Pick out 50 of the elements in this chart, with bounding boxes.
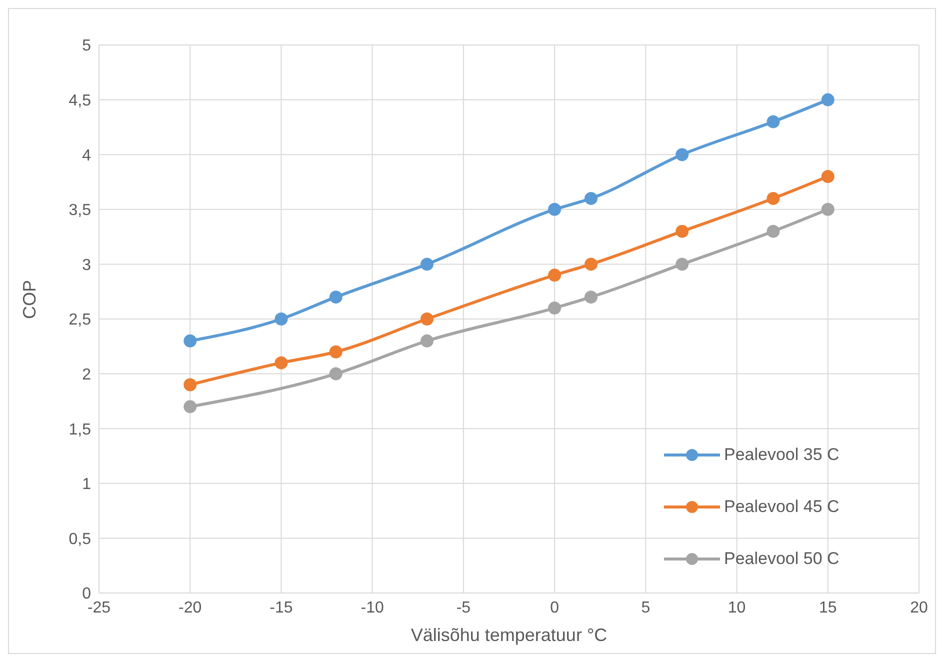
- point: [420, 258, 434, 271]
- legend-label: Pealevool 45 C: [724, 497, 840, 517]
- x-tick-label: 10: [728, 599, 746, 616]
- x-tick-label: -15: [270, 599, 293, 616]
- x-tick-label: -5: [456, 599, 471, 616]
- point: [420, 312, 434, 326]
- point: [329, 345, 342, 358]
- x-tick-label: -20: [178, 599, 202, 616]
- x-tick-label: 20: [910, 599, 928, 616]
- point: [584, 258, 598, 271]
- y-tick-label: 2,5: [68, 312, 92, 329]
- point: [329, 290, 342, 304]
- y-axis-title: COP: [19, 280, 40, 319]
- y-tick-label: 0,5: [68, 530, 92, 548]
- y-tick-label: 5: [82, 38, 92, 55]
- point: [274, 356, 288, 370]
- x-axis-title: Välisõhu temperatuur °C: [410, 625, 608, 645]
- point: [821, 93, 834, 106]
- legend-label: Pealevool 50 C: [724, 549, 840, 569]
- y-tick-label: 4: [82, 147, 92, 164]
- point: [184, 400, 197, 414]
- point: [420, 334, 434, 348]
- point: [184, 378, 197, 392]
- point: [184, 334, 197, 348]
- legend-label: Pealevool 35 C: [724, 445, 840, 465]
- point: [584, 290, 598, 304]
- y-tick-label: 1,5: [68, 421, 92, 438]
- point: [548, 202, 562, 216]
- point: [766, 192, 780, 205]
- y-tick-label: 4,5: [68, 92, 92, 110]
- y-tick-label: 2: [82, 366, 92, 384]
- x-tick-label: -10: [360, 599, 384, 616]
- point: [274, 312, 288, 326]
- point: [329, 367, 342, 380]
- x-tick-label: 5: [641, 599, 650, 616]
- point: [676, 258, 689, 271]
- point: [766, 115, 780, 128]
- y-tick-label: 3,5: [68, 202, 92, 220]
- y-tick-label: 3: [82, 256, 92, 274]
- point: [548, 302, 562, 315]
- y-tick-label: 1: [82, 476, 92, 494]
- point: [821, 170, 834, 184]
- x-tick-label: 15: [818, 599, 837, 616]
- x-tick-label: 0: [550, 599, 560, 616]
- point: [821, 202, 834, 216]
- point: [584, 192, 598, 205]
- point: [548, 268, 562, 282]
- point: [676, 224, 689, 238]
- point: [766, 224, 780, 238]
- point: [676, 148, 689, 162]
